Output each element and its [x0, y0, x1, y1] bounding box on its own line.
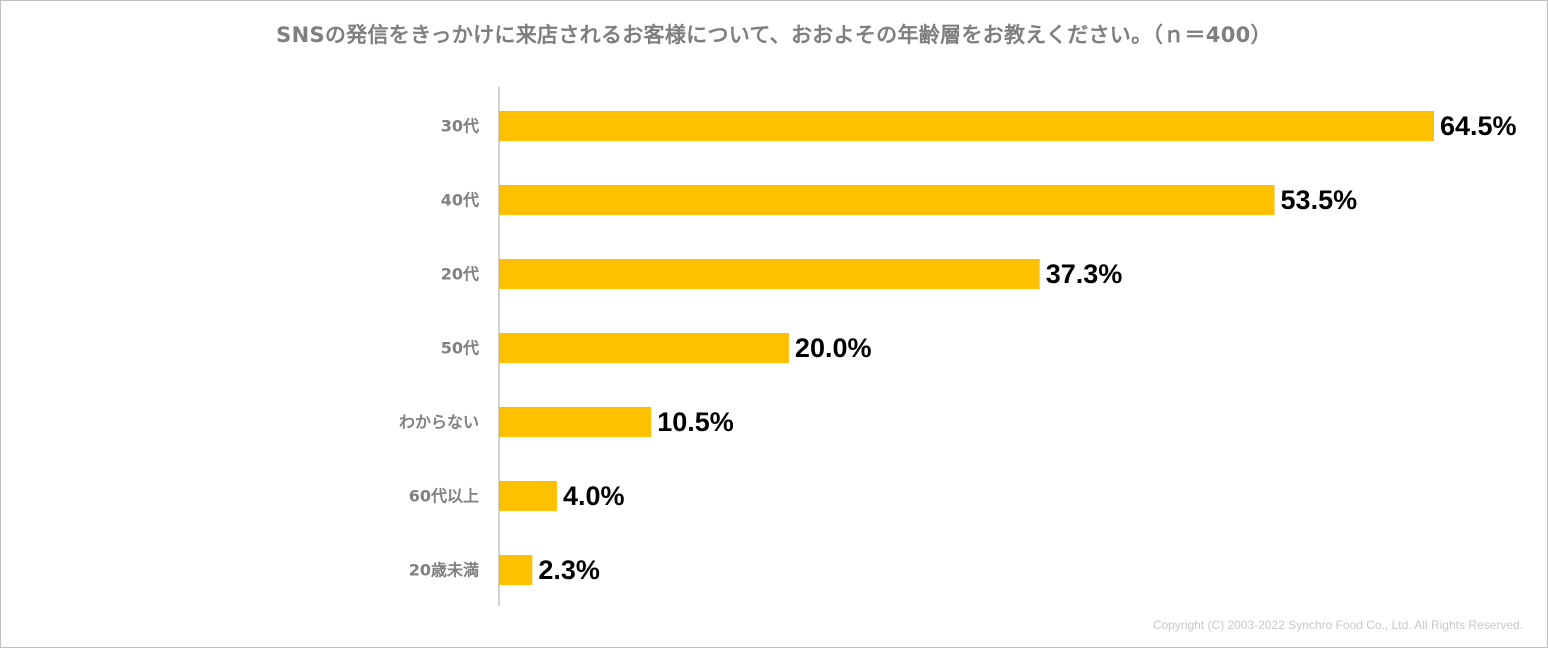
bar [499, 185, 1275, 215]
value-label: 2.3% [538, 555, 600, 585]
value-label: 10.5% [657, 407, 734, 437]
copyright-text: Copyright (C) 2003-2022 Synchro Food Co.… [1152, 618, 1523, 632]
category-label: 20代 [441, 265, 479, 284]
category-label: 30代 [441, 117, 479, 136]
value-label: 53.5% [1281, 185, 1358, 215]
bar [499, 407, 652, 437]
bar [499, 259, 1040, 289]
bar [499, 333, 789, 363]
category-label: 50代 [441, 339, 479, 358]
value-label: 20.0% [795, 333, 872, 363]
value-label: 37.3% [1046, 259, 1123, 289]
chart-title: SNSの発信をきっかけに来店されるお客様について、おおよその年齢層をお教えくださ… [276, 23, 1272, 47]
category-label: わからない [399, 413, 479, 432]
category-label: 40代 [441, 191, 479, 210]
category-label: 20歳未満 [409, 561, 479, 580]
bars-layer: 30代 64.5% 40代 53.5% 20代 37.3% 50代 20.0% わからない 10.… [399, 111, 1517, 585]
bar [499, 481, 557, 511]
value-label: 64.5% [1440, 111, 1517, 141]
category-label: 60代以上 [409, 487, 479, 506]
bar [499, 555, 533, 585]
value-label: 4.0% [563, 481, 625, 511]
bar [499, 111, 1434, 141]
